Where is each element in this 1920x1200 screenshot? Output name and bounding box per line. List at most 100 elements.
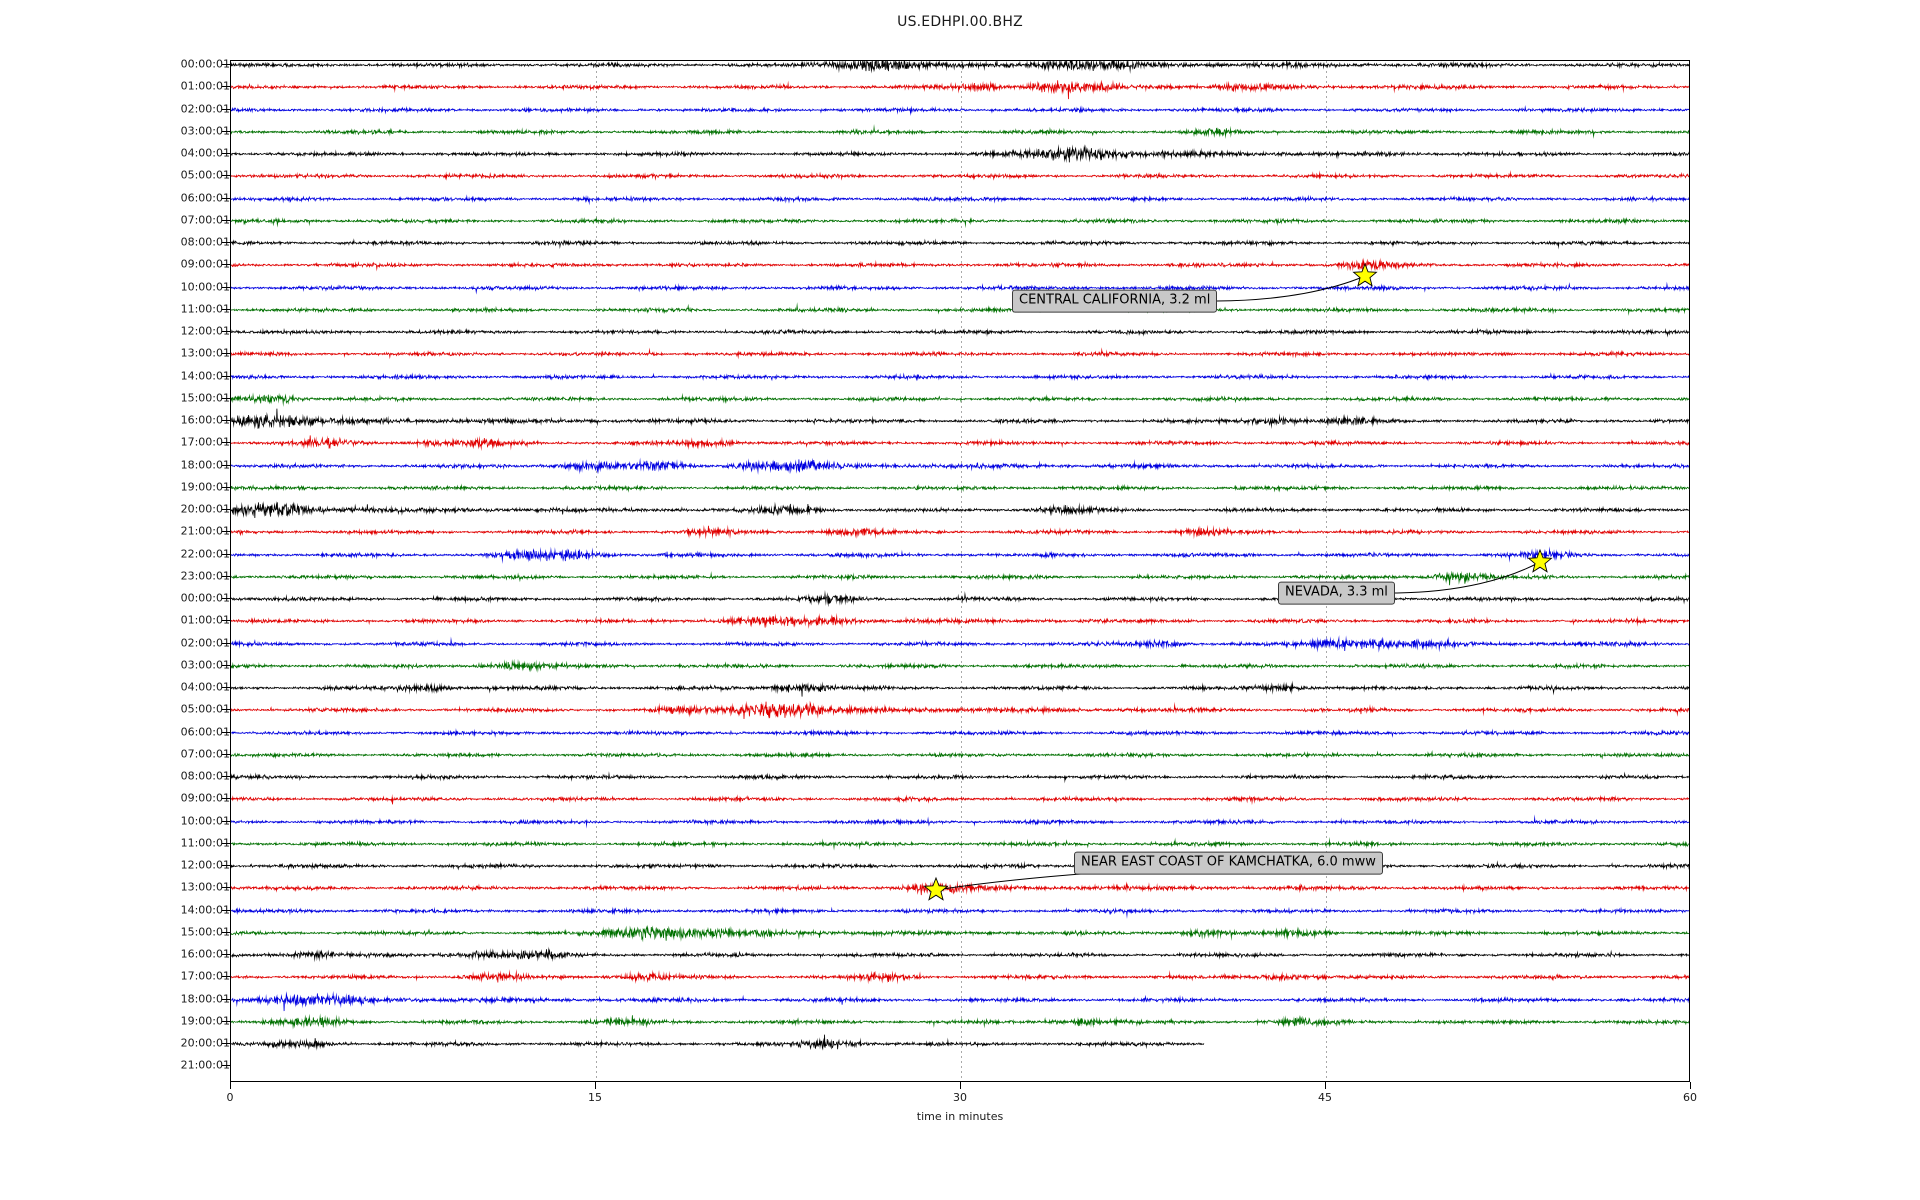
y-axis-tick [222, 242, 230, 243]
trace-row [231, 341, 1689, 368]
y-axis-tick [222, 909, 230, 911]
y-axis-label: 04:00:01 [180, 146, 230, 160]
y-axis-tick [222, 954, 230, 955]
annotation-label-kamchatka[interactable]: NEAR EAST COAST OF KAMCHATKA, 6.0 mww [1074, 851, 1383, 875]
y-axis-tick [222, 820, 230, 822]
x-axis-tick [230, 1082, 231, 1089]
annotation-label-nevada[interactable]: NEVADA, 3.3 ml [1278, 581, 1395, 605]
y-axis-tick [222, 397, 230, 399]
y-axis-tick [222, 575, 230, 577]
y-axis-tick [222, 842, 230, 844]
trace-row [231, 252, 1689, 279]
y-axis-tick [222, 753, 230, 755]
x-axis-tick [595, 1082, 596, 1089]
trace-row [231, 61, 1689, 78]
trace-row [231, 1053, 1689, 1080]
trace-row [231, 830, 1689, 857]
trace-row [231, 74, 1689, 101]
y-axis-label: 11:00:01 [180, 836, 230, 850]
y-axis-tick [222, 531, 230, 533]
y-axis-label: 20:00:01 [180, 1036, 230, 1050]
y-axis-label: 05:00:01 [180, 168, 230, 182]
y-axis-label: 17:00:01 [180, 969, 230, 983]
y-axis-tick [222, 375, 230, 377]
y-axis-tick [222, 664, 230, 666]
trace-row [231, 1008, 1689, 1035]
trace-row [231, 919, 1689, 946]
y-axis-label: 05:00:01 [180, 702, 230, 716]
trace-row [231, 764, 1689, 790]
y-axis-label: 14:00:01 [180, 369, 230, 382]
y-axis-label: 02:00:01 [180, 636, 230, 649]
y-axis-tick [222, 464, 230, 466]
y-axis-label: 06:00:01 [180, 725, 230, 738]
x-axis-tick-label: 45 [1318, 1091, 1332, 1104]
y-axis-label: 20:00:01 [180, 502, 230, 516]
trace-row [231, 786, 1689, 813]
x-axis-tick-label: 30 [953, 1091, 967, 1104]
y-axis-tick [222, 486, 230, 488]
y-axis-label: 00:00:01 [180, 591, 230, 605]
trace-row [231, 608, 1689, 635]
helicorder-axes [230, 60, 1690, 1082]
y-axis-label: 17:00:01 [180, 435, 230, 449]
x-axis-tick-label: 0 [226, 1091, 234, 1104]
y-axis-label: 14:00:01 [180, 903, 230, 916]
y-axis-label: 11:00:01 [180, 302, 230, 316]
y-axis-label: 22:00:01 [180, 547, 230, 560]
trace-row [231, 430, 1689, 457]
y-axis-label: 18:00:01 [180, 992, 230, 1005]
y-axis-label: 08:00:01 [180, 769, 230, 783]
y-axis-label: 04:00:01 [180, 680, 230, 694]
annotation-label-central-california[interactable]: CENTRAL CALIFORNIA, 3.2 ml [1012, 289, 1218, 313]
trace-row [231, 163, 1689, 190]
y-axis-label: 09:00:01 [180, 257, 230, 271]
y-axis-tick [222, 197, 230, 199]
y-axis-label: 01:00:01 [180, 613, 230, 627]
y-axis-tick [222, 598, 230, 599]
y-axis-tick [222, 865, 230, 866]
y-axis-label: 10:00:01 [180, 814, 230, 827]
y-axis-tick [222, 153, 230, 154]
y-axis-tick [222, 420, 230, 421]
y-axis-tick [222, 1020, 230, 1022]
y-axis-label: 07:00:01 [180, 747, 230, 761]
y-axis-tick [222, 620, 230, 622]
y-axis-label: 10:00:01 [180, 280, 230, 293]
y-axis-tick [222, 798, 230, 800]
y-axis-tick [222, 976, 230, 978]
y-axis-tick [222, 509, 230, 510]
y-axis-tick [222, 931, 230, 933]
y-axis-tick [222, 687, 230, 688]
trace-row [231, 296, 1689, 323]
y-axis-label: 21:00:01 [180, 524, 230, 538]
trace-row [231, 519, 1689, 546]
y-axis-label: 13:00:01 [180, 346, 230, 360]
y-axis-label: 02:00:01 [180, 102, 230, 115]
y-axis-label: 16:00:01 [180, 413, 230, 427]
y-axis-tick [222, 1043, 230, 1044]
trace-row [231, 741, 1689, 768]
y-axis-tick [222, 175, 230, 177]
y-axis-tick [222, 64, 230, 65]
y-axis-tick [222, 353, 230, 355]
y-axis-tick [222, 776, 230, 777]
trace-row [231, 652, 1689, 679]
y-axis-label: 19:00:01 [180, 1014, 230, 1028]
y-axis-label: 13:00:01 [180, 880, 230, 894]
y-axis-tick [222, 642, 230, 644]
x-axis-tick [1690, 1082, 1691, 1089]
x-axis-tick-label: 15 [588, 1091, 602, 1104]
y-axis-label: 06:00:01 [180, 191, 230, 204]
x-axis-tick-label: 60 [1683, 1091, 1697, 1104]
trace-row [231, 1031, 1689, 1057]
y-axis-tick [222, 86, 230, 88]
y-axis-label: 03:00:01 [180, 658, 230, 672]
trace-row [231, 808, 1689, 835]
y-axis-tick [222, 264, 230, 266]
trace-row [231, 96, 1689, 123]
trace-row [231, 697, 1689, 724]
page-title: US.EDHPI.00.BHZ [897, 14, 1023, 30]
trace-row [231, 363, 1689, 390]
